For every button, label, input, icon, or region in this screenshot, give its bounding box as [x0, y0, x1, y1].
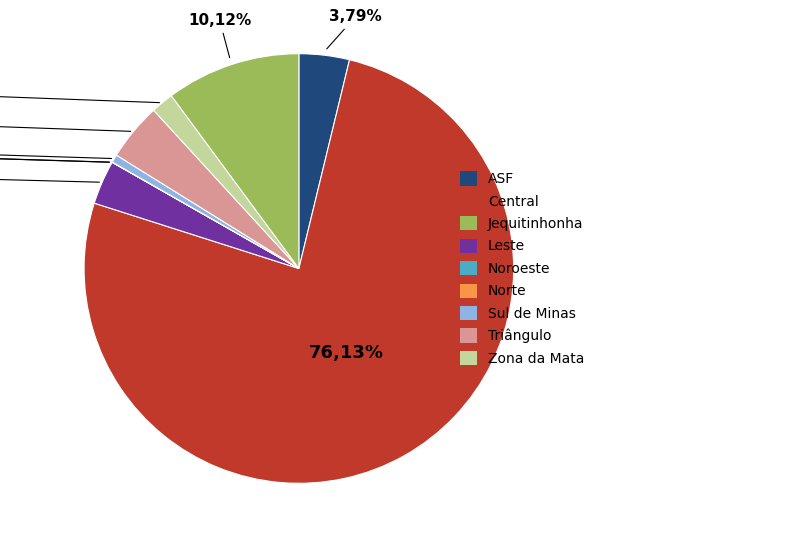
Wedge shape — [112, 162, 299, 268]
Text: 1,70%: 1,70% — [0, 87, 159, 103]
Text: 0,00%: 0,00% — [0, 149, 109, 164]
Wedge shape — [84, 60, 514, 483]
Wedge shape — [112, 155, 299, 268]
Wedge shape — [154, 96, 299, 268]
Text: 4,33%: 4,33% — [0, 117, 131, 132]
Text: 3,79%: 3,79% — [327, 9, 382, 49]
Wedge shape — [116, 110, 299, 268]
Text: 0,02%: 0,02% — [0, 149, 109, 164]
Text: 10,12%: 10,12% — [188, 13, 251, 57]
Wedge shape — [112, 162, 299, 268]
Wedge shape — [94, 162, 299, 268]
Wedge shape — [171, 54, 299, 268]
Legend: ASF, Central, Jequitinhonha, Leste, Noroeste, Norte, Sul de Minas, Triângulo, Zo: ASF, Central, Jequitinhonha, Leste, Noro… — [456, 167, 589, 370]
Text: 76,13%: 76,13% — [308, 344, 383, 362]
Wedge shape — [299, 54, 350, 268]
Text: 3,31%: 3,31% — [0, 170, 100, 185]
Text: 0,60%: 0,60% — [0, 146, 112, 161]
